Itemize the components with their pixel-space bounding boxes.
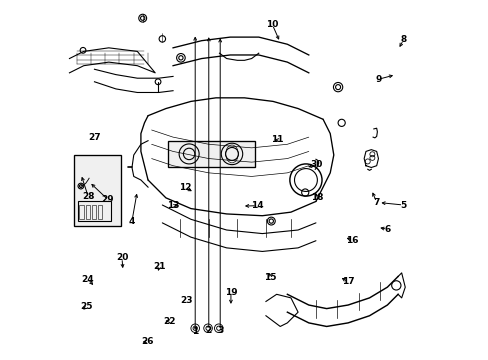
Text: 7: 7 bbox=[373, 198, 379, 207]
Text: 23: 23 bbox=[180, 296, 192, 305]
Text: 15: 15 bbox=[264, 273, 276, 282]
Bar bbox=[167, 141, 255, 167]
Text: 10: 10 bbox=[265, 20, 278, 29]
Text: 11: 11 bbox=[271, 135, 284, 144]
Text: 20: 20 bbox=[116, 253, 128, 262]
Bar bbox=[98, 205, 102, 219]
Text: 29: 29 bbox=[102, 195, 114, 204]
Text: 30: 30 bbox=[310, 161, 323, 170]
Text: 17: 17 bbox=[341, 277, 354, 286]
Text: 21: 21 bbox=[153, 262, 165, 271]
Text: 27: 27 bbox=[88, 132, 101, 141]
Bar bbox=[91, 205, 96, 219]
Text: 8: 8 bbox=[400, 36, 406, 45]
Bar bbox=[74, 155, 121, 226]
Text: 5: 5 bbox=[400, 201, 406, 210]
Text: 9: 9 bbox=[374, 75, 381, 84]
Text: 26: 26 bbox=[141, 337, 153, 346]
Text: 19: 19 bbox=[224, 288, 237, 297]
Text: 4: 4 bbox=[128, 217, 135, 226]
Text: 24: 24 bbox=[81, 275, 94, 284]
Text: 22: 22 bbox=[163, 316, 175, 325]
Bar bbox=[85, 205, 90, 219]
Text: 3: 3 bbox=[217, 325, 223, 334]
Text: 28: 28 bbox=[81, 192, 94, 201]
Text: 18: 18 bbox=[310, 193, 323, 202]
Bar bbox=[78, 202, 110, 221]
Text: 6: 6 bbox=[384, 225, 390, 234]
Text: 25: 25 bbox=[80, 302, 93, 311]
Text: 12: 12 bbox=[179, 183, 191, 192]
Text: 16: 16 bbox=[346, 235, 358, 244]
Text: 2: 2 bbox=[205, 325, 211, 334]
Bar bbox=[80, 205, 84, 219]
Text: 14: 14 bbox=[250, 201, 263, 210]
Text: 13: 13 bbox=[166, 201, 179, 210]
Text: 1: 1 bbox=[192, 327, 198, 336]
